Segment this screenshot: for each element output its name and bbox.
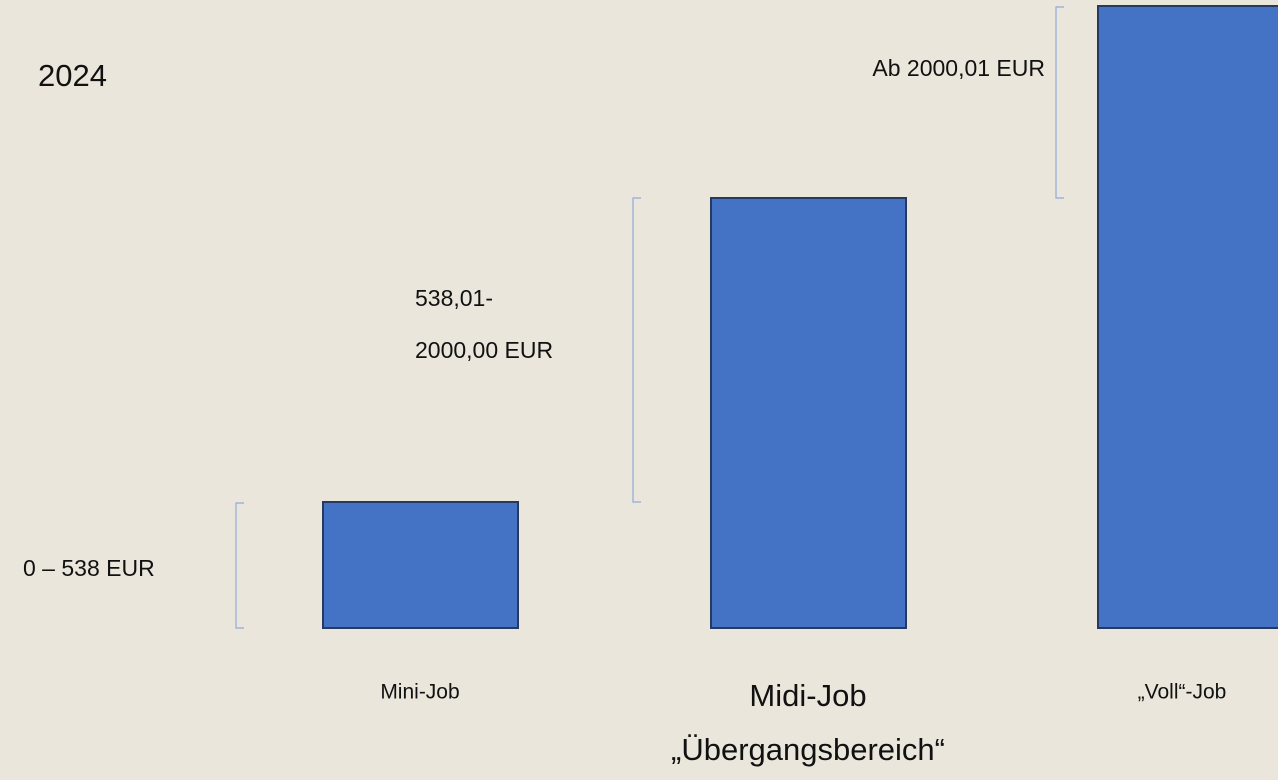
bracket (235, 502, 244, 629)
job-name: Mini-Job (380, 681, 459, 704)
range-label: 2000,00 EUR (415, 337, 553, 363)
bracket (1055, 6, 1064, 199)
midi-job-bar (710, 197, 907, 629)
range-label: 0 – 538 EUR (23, 555, 155, 581)
job-name: „Voll“-Job (1138, 681, 1227, 704)
job-name: „Übergangsbereich“ (671, 732, 945, 767)
bracket (632, 197, 641, 503)
year: 2024 (38, 58, 107, 93)
mini-job-bar (322, 501, 519, 629)
voll-job-bar (1097, 5, 1278, 629)
range-label: Ab 2000,01 EUR (872, 55, 1045, 81)
range-label: 538,01- (415, 285, 493, 311)
job-name: Midi-Job (749, 678, 866, 713)
